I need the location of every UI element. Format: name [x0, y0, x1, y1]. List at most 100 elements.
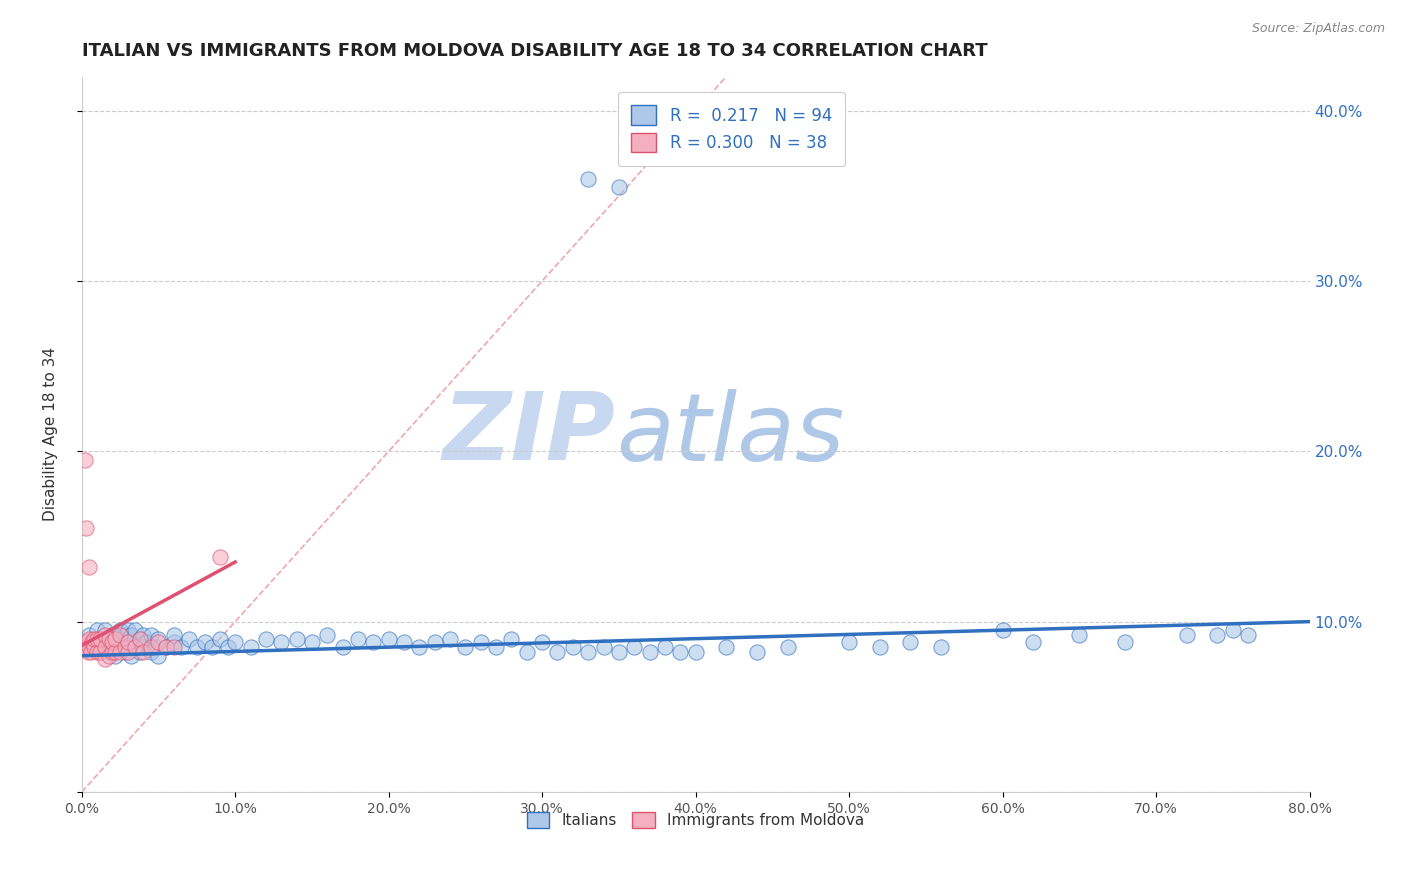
Point — [117, 635, 139, 649]
Y-axis label: Disability Age 18 to 34: Disability Age 18 to 34 — [44, 347, 58, 521]
Point — [929, 640, 952, 655]
Point — [217, 640, 239, 655]
Point — [547, 645, 569, 659]
Point — [79, 560, 101, 574]
Point — [101, 645, 124, 659]
Point — [94, 652, 117, 666]
Point — [623, 640, 645, 655]
Point — [501, 632, 523, 646]
Point — [104, 648, 127, 663]
Point — [89, 645, 111, 659]
Point — [208, 632, 231, 646]
Point — [129, 632, 152, 646]
Text: ITALIAN VS IMMIGRANTS FROM MOLDOVA DISABILITY AGE 18 TO 34 CORRELATION CHART: ITALIAN VS IMMIGRANTS FROM MOLDOVA DISAB… — [82, 42, 987, 60]
Point — [98, 632, 121, 646]
Point — [224, 635, 246, 649]
Point — [408, 640, 430, 655]
Point — [745, 645, 768, 659]
Point — [104, 632, 127, 646]
Point — [654, 640, 676, 655]
Point — [716, 640, 738, 655]
Point — [129, 632, 152, 646]
Point — [108, 640, 131, 655]
Point — [607, 180, 630, 194]
Point — [776, 640, 799, 655]
Point — [108, 632, 131, 646]
Point — [86, 645, 108, 659]
Point — [170, 640, 193, 655]
Point — [576, 645, 599, 659]
Point — [155, 640, 177, 655]
Text: atlas: atlas — [616, 389, 844, 480]
Point — [179, 632, 201, 646]
Point — [139, 640, 162, 655]
Point — [900, 635, 922, 649]
Point — [101, 635, 124, 649]
Point — [1222, 623, 1244, 637]
Point — [98, 648, 121, 663]
Point — [607, 645, 630, 659]
Point — [120, 648, 142, 663]
Point — [114, 640, 136, 655]
Point — [76, 645, 98, 659]
Point — [208, 549, 231, 564]
Point — [75, 521, 97, 535]
Point — [89, 645, 111, 659]
Point — [73, 640, 96, 655]
Point — [104, 628, 127, 642]
Point — [145, 640, 167, 655]
Point — [86, 640, 108, 655]
Point — [86, 623, 108, 637]
Point — [80, 645, 103, 659]
Point — [94, 628, 117, 642]
Point — [285, 632, 308, 646]
Point — [132, 640, 155, 655]
Point — [117, 640, 139, 655]
Point — [94, 635, 117, 649]
Point — [1237, 628, 1260, 642]
Text: Source: ZipAtlas.com: Source: ZipAtlas.com — [1251, 22, 1385, 36]
Point — [114, 645, 136, 659]
Point — [89, 632, 111, 646]
Point — [332, 640, 354, 655]
Point — [1206, 628, 1229, 642]
Point — [82, 635, 104, 649]
Point — [148, 632, 170, 646]
Point — [869, 640, 891, 655]
Point — [135, 635, 157, 649]
Point — [991, 623, 1014, 637]
Text: ZIP: ZIP — [443, 388, 616, 480]
Point — [592, 640, 614, 655]
Point — [301, 635, 323, 649]
Point — [132, 628, 155, 642]
Point — [838, 635, 860, 649]
Point — [139, 645, 162, 659]
Point — [454, 640, 477, 655]
Point — [1114, 635, 1136, 649]
Point — [561, 640, 583, 655]
Point — [139, 628, 162, 642]
Point — [316, 628, 339, 642]
Point — [347, 632, 370, 646]
Point — [377, 632, 399, 646]
Point — [79, 628, 101, 642]
Point — [163, 640, 186, 655]
Point — [439, 632, 461, 646]
Point — [392, 635, 415, 649]
Point — [270, 635, 292, 649]
Point — [1175, 628, 1198, 642]
Point — [117, 645, 139, 659]
Point — [148, 648, 170, 663]
Point — [101, 640, 124, 655]
Point — [193, 635, 215, 649]
Point — [669, 645, 692, 659]
Point — [120, 628, 142, 642]
Point — [86, 632, 108, 646]
Point — [254, 632, 277, 646]
Point — [94, 640, 117, 655]
Point — [132, 645, 155, 659]
Point — [73, 452, 96, 467]
Point — [163, 628, 186, 642]
Point — [638, 645, 661, 659]
Point — [117, 632, 139, 646]
